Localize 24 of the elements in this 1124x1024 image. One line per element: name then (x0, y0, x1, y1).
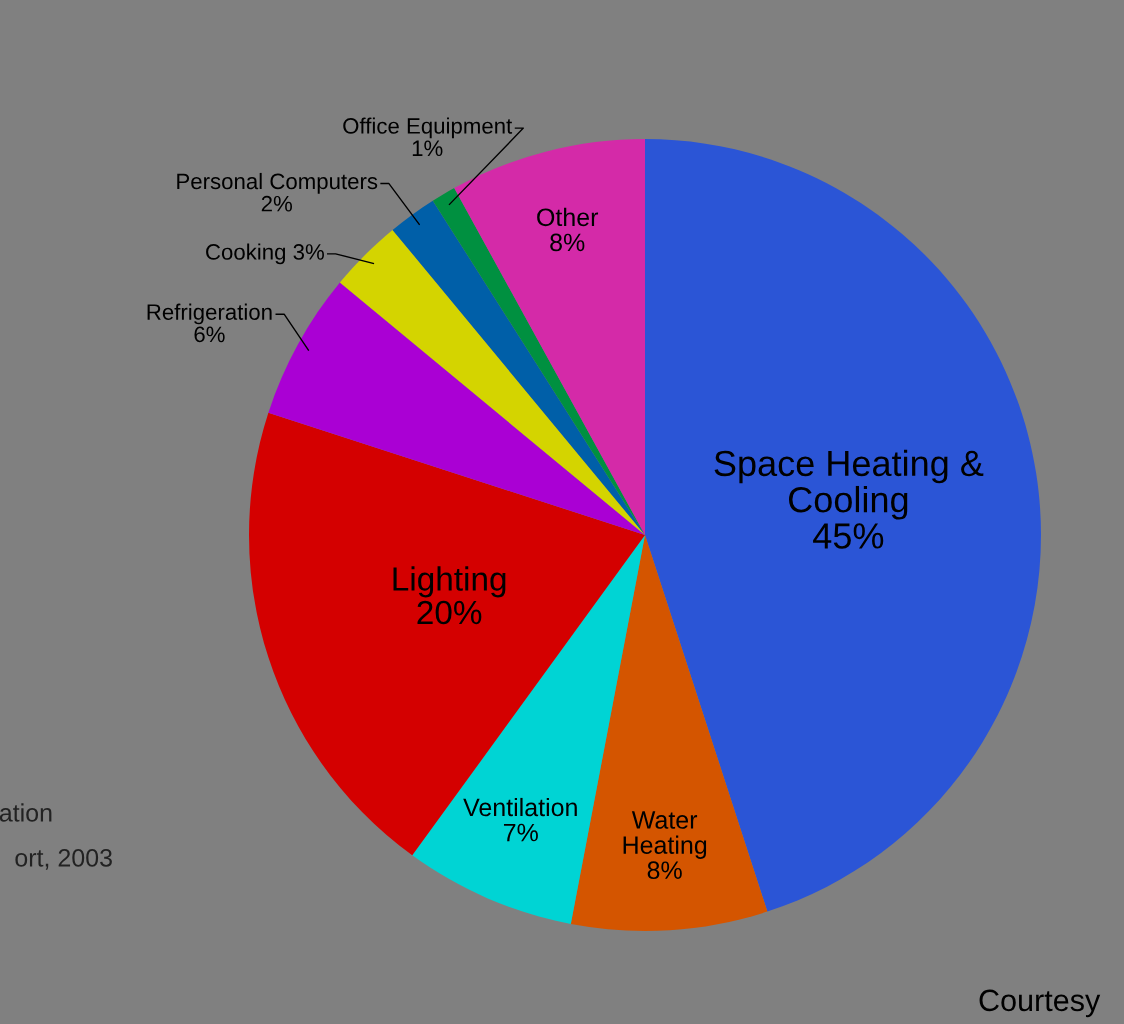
slice-label: Water Heating (623, 811, 707, 859)
slice-label: Office Equipment (343, 117, 513, 139)
data-label: 6% (194, 326, 225, 343)
pie-slice (392, 200, 645, 535)
data-label: 8% (647, 861, 682, 880)
pie-slice (339, 229, 645, 535)
text: ort, 2003 (15, 849, 112, 870)
data-label: 8% (550, 233, 585, 252)
slice-label: Refrigeration (147, 303, 272, 325)
data-label: 7% (503, 823, 538, 842)
text: Courtesy (979, 989, 1101, 1018)
slice-label: Other (537, 207, 599, 227)
text: ation (0, 803, 52, 822)
pie-slice (432, 187, 645, 535)
data-label: 20% (417, 600, 482, 625)
data-label: 2% (261, 195, 292, 212)
slice-label: Cooking 3% (206, 243, 324, 265)
slice-label: Ventilation (463, 797, 577, 817)
slice-label: Personal Computers (177, 172, 378, 194)
pie-slice (454, 139, 645, 535)
data-label: 1% (412, 140, 443, 157)
slice-label: Lighting (393, 566, 506, 598)
data-label: 45% (813, 523, 884, 549)
slice-label: Space Heating & Cooling (714, 449, 984, 520)
